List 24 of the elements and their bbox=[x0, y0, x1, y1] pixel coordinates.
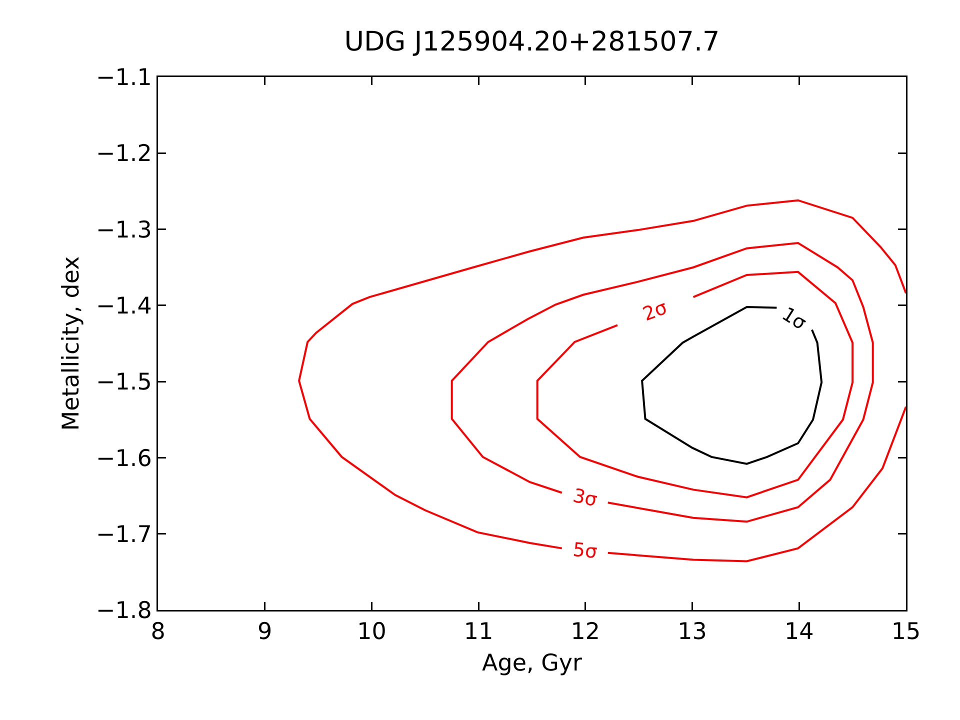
chart-title: UDG J125904.20+281507.7 bbox=[344, 26, 720, 58]
text: 2σ bbox=[640, 296, 670, 326]
y-tick-label: −1.8 bbox=[96, 598, 152, 624]
text: 3σ bbox=[570, 484, 600, 512]
x-tick-label: 8 bbox=[150, 619, 166, 646]
y-tick-label: −1.3 bbox=[96, 217, 152, 244]
x-tick-label: 14 bbox=[784, 619, 814, 646]
y-tick-label: −1.6 bbox=[96, 446, 152, 472]
x-tick-label: 10 bbox=[357, 619, 386, 646]
y-tick-label: −1.7 bbox=[96, 522, 152, 548]
x-tick-label: 15 bbox=[891, 619, 921, 646]
x-tick-label: 9 bbox=[258, 619, 272, 646]
x-axis-title: Age, Gyr bbox=[482, 650, 583, 676]
x-tick-label: 11 bbox=[464, 619, 494, 646]
text: 1σ bbox=[778, 303, 810, 335]
y-tick-label: −1.4 bbox=[96, 293, 152, 320]
y-tick-label: −1.5 bbox=[96, 370, 152, 396]
x-tick-label: 13 bbox=[678, 619, 707, 646]
y-tick-label: −1.2 bbox=[96, 141, 152, 168]
text: 5σ bbox=[572, 538, 598, 564]
x-tick-label: 12 bbox=[570, 619, 600, 646]
y-axis-title: Metallicity, dex bbox=[58, 256, 85, 431]
y-tick-label: −1.1 bbox=[96, 65, 152, 92]
line-series bbox=[450, 242, 874, 523]
